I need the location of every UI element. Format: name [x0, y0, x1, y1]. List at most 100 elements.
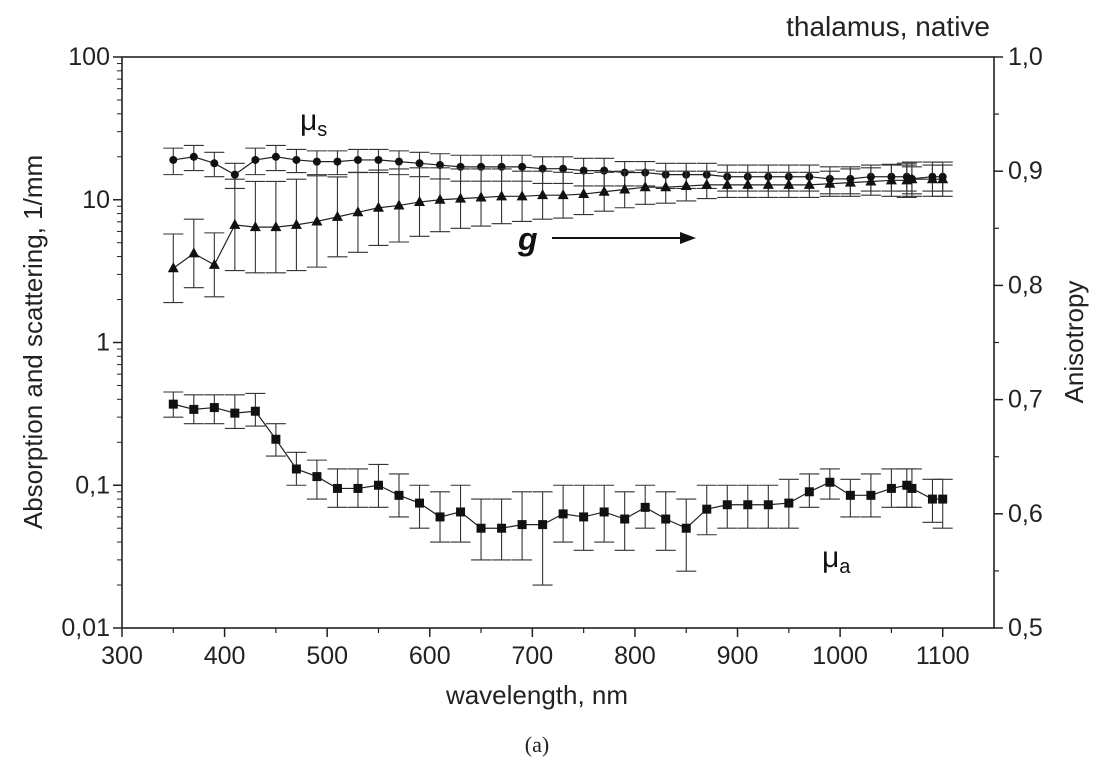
x-tick-label: 400 — [204, 642, 246, 670]
data-point-triangle — [372, 201, 384, 212]
data-point-triangle — [783, 178, 795, 189]
data-point-triangle — [865, 175, 877, 186]
data-point-square — [784, 498, 794, 508]
y-left-tick-label: 100 — [68, 43, 110, 71]
g-annotation: g — [517, 221, 538, 257]
data-point-square — [312, 472, 322, 482]
chart-title: thalamus, native — [786, 11, 990, 42]
data-point-circle — [394, 157, 403, 166]
data-point-circle — [518, 162, 527, 171]
y-left-tick-label: 0,01 — [61, 614, 110, 642]
data-point-triangle — [229, 218, 241, 229]
data-point-square — [927, 494, 937, 504]
data-point-square — [845, 490, 855, 500]
data-point-triangle — [249, 221, 261, 232]
data-point-square — [353, 483, 363, 493]
data-point-triangle — [701, 178, 713, 189]
data-point-triangle — [331, 210, 343, 221]
data-point-triangle — [885, 174, 897, 185]
y-right-tick-label: 1,0 — [1008, 43, 1043, 71]
y-right-tick-label: 0,7 — [1008, 386, 1043, 414]
series-line — [173, 156, 943, 180]
data-point-square — [517, 520, 527, 530]
x-tick-label: 300 — [101, 642, 143, 670]
data-point-square — [681, 523, 691, 533]
data-point-triangle — [516, 190, 528, 201]
mu-a-symbol: μ — [822, 541, 839, 574]
data-point-square — [332, 483, 342, 493]
y-right-tick-label: 0,5 — [1008, 614, 1043, 642]
data-point-square — [886, 483, 896, 493]
data-point-circle — [374, 155, 383, 164]
data-point-circle — [169, 155, 178, 164]
data-point-triangle — [844, 176, 856, 187]
mu-a-subscript: a — [839, 556, 851, 578]
data-point-square — [825, 477, 835, 487]
data-point-circle — [251, 155, 260, 164]
data-point-triangle — [537, 189, 549, 200]
data-point-circle — [292, 155, 301, 164]
data-point-square — [189, 404, 199, 414]
data-point-triangle — [270, 221, 282, 232]
mu-s-annotation: μs — [300, 104, 327, 141]
data-point-square — [558, 509, 568, 519]
data-point-square — [476, 523, 486, 533]
data-point-square — [702, 504, 712, 514]
data-point-square — [579, 512, 589, 522]
figure-caption: (a) — [525, 732, 549, 757]
data-point-square — [168, 399, 178, 409]
data-point-triangle — [434, 193, 446, 204]
data-point-square — [209, 403, 219, 413]
data-point-triangle — [578, 188, 590, 199]
x-tick-label: 600 — [409, 642, 451, 670]
data-point-triangle — [906, 173, 918, 184]
y-axis-left-label: Absorption and scattering, 1/mm — [18, 155, 48, 529]
data-point-triangle — [557, 189, 569, 200]
data-point-square — [866, 490, 876, 500]
data-point-triangle — [475, 191, 487, 202]
mu-s-subscript: s — [317, 119, 327, 141]
x-tick-label: 1100 — [916, 642, 970, 670]
data-point-triangle — [619, 183, 631, 194]
data-point-square — [435, 512, 445, 522]
data-point-square — [620, 514, 630, 524]
data-point-triangle — [352, 206, 364, 217]
data-point-triangle — [680, 180, 692, 191]
data-point-square — [640, 502, 650, 512]
y-left-tick-label: 0,1 — [75, 471, 110, 499]
data-point-square — [907, 483, 917, 493]
x-tick-label: 1000 — [812, 642, 868, 670]
series-line — [172, 178, 943, 269]
data-point-triangle — [311, 215, 323, 226]
data-point-square — [743, 500, 753, 510]
data-point-triangle — [598, 185, 610, 196]
data-point-circle — [230, 170, 239, 179]
y-axis-right-label: Anisotropy — [1059, 281, 1089, 404]
x-tick-label: 500 — [306, 642, 348, 670]
mu-s-symbol: μ — [300, 104, 317, 137]
data-point-square — [497, 523, 507, 533]
data-point-circle — [189, 152, 198, 161]
data-point-triangle — [742, 178, 754, 189]
data-point-square — [230, 408, 240, 418]
y-right-tick-label: 0,8 — [1008, 271, 1043, 299]
data-point-circle — [415, 159, 424, 168]
data-point-square — [415, 498, 425, 508]
data-point-square — [661, 514, 671, 524]
data-point-square — [271, 434, 281, 444]
data-point-square — [456, 507, 466, 517]
y-left-tick-label: 10 — [82, 186, 110, 214]
data-point-triangle — [167, 262, 179, 273]
data-point-triangle — [660, 181, 672, 192]
data-point-triangle — [455, 192, 467, 203]
y-left-tick-label: 1 — [96, 329, 110, 357]
series-triangle — [163, 161, 953, 304]
data-point-triangle — [926, 173, 938, 184]
x-tick-label: 700 — [511, 642, 553, 670]
data-point-square — [804, 487, 814, 497]
data-point-square — [938, 494, 948, 504]
data-point-square — [291, 464, 301, 474]
data-point-circle — [353, 155, 362, 164]
data-point-triangle — [290, 218, 302, 229]
